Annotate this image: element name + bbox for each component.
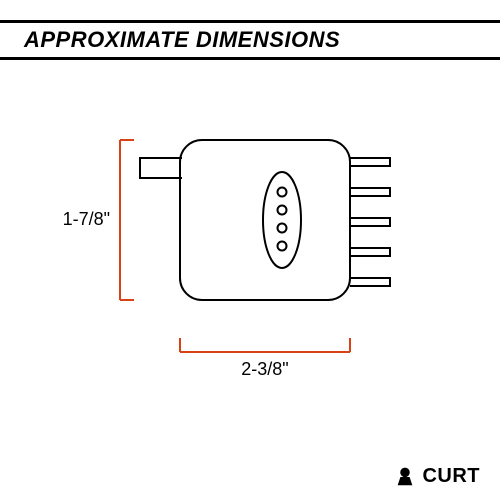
diagram-svg: 1-7/8" 2-3/8"	[0, 70, 500, 450]
left-tab	[140, 158, 182, 178]
header-bar: APPROXIMATE DIMENSIONS	[0, 20, 500, 60]
pin	[350, 188, 390, 196]
connector-pins	[350, 158, 390, 286]
center-slot	[263, 172, 301, 268]
pin	[350, 158, 390, 166]
width-label: 2-3/8"	[241, 359, 288, 379]
slot-dot	[278, 242, 287, 251]
slot-dot	[278, 206, 287, 215]
height-dimension	[120, 140, 134, 300]
slot-dot	[278, 188, 287, 197]
pin	[350, 278, 390, 286]
dimension-diagram: 1-7/8" 2-3/8"	[0, 70, 500, 450]
page-title: APPROXIMATE DIMENSIONS	[24, 27, 340, 53]
width-dimension	[180, 338, 350, 352]
connector-body	[180, 140, 350, 300]
slot-dot	[278, 224, 287, 233]
pin	[350, 218, 390, 226]
pin	[350, 248, 390, 256]
slot-dots	[278, 188, 287, 251]
brand-name: CURT	[422, 465, 480, 488]
brand-footer: CURT	[394, 465, 480, 488]
hitch-ball-icon	[394, 466, 416, 488]
height-label: 1-7/8"	[63, 209, 110, 229]
